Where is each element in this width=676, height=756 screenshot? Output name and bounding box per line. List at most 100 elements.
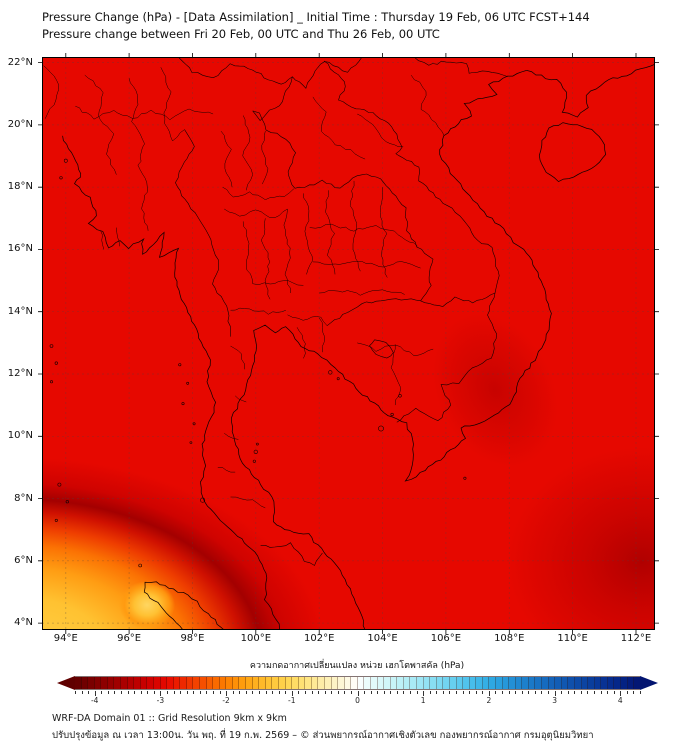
colorbar-cell	[528, 677, 536, 689]
colorbar-tick-label: -4	[90, 696, 99, 705]
colorbar-minor-tick	[153, 691, 155, 694]
colorbar-cell	[449, 677, 457, 689]
colorbar-minor-tick	[469, 691, 471, 694]
colorbar-major-tick	[94, 691, 96, 696]
colorbar-minor-tick	[318, 691, 320, 694]
colorbar-ticks: -4 -3 -2 -1 0 1 2 3 4	[75, 691, 641, 705]
footer-domain-info: WRF-DA Domain 01 :: Grid Resolution 9km …	[52, 713, 287, 724]
colorbar-gradient-body	[75, 676, 640, 690]
colorbar-cell	[107, 677, 115, 689]
colorbar-minor-tick	[567, 691, 569, 694]
colorbar-major-tick	[357, 691, 359, 696]
map-canvas	[38, 53, 659, 634]
colorbar-tick-label: 2	[486, 696, 492, 705]
colorbar-minor-tick	[548, 691, 550, 694]
colorbar-cell	[311, 677, 319, 689]
colorbar-cell	[298, 677, 306, 689]
colorbar-minor-tick	[442, 691, 444, 694]
colorbar-cell	[581, 677, 589, 689]
colorbar-cell	[574, 677, 582, 689]
colorbar-tick-label: -3	[156, 696, 165, 705]
colorbar-cell	[101, 677, 108, 689]
colorbar-minor-tick	[324, 691, 326, 694]
colorbar-minor-tick	[508, 691, 510, 694]
colorbar-minor-tick	[587, 691, 589, 694]
colorbar-cell	[219, 677, 227, 689]
colorbar-major-tick	[291, 691, 293, 696]
footer-agency-info: ปรับปรุงข้อมูล ณ เวลา 13:00น. วัน พฤ. ที…	[52, 730, 594, 741]
lon-tick-label: 102°E	[303, 633, 335, 644]
colorbar-minor-tick	[364, 691, 366, 694]
colorbar-cell	[627, 677, 635, 689]
colorbar-minor-tick	[449, 691, 451, 694]
lat-tick-label: 22°N	[7, 56, 33, 68]
colorbar-minor-tick	[166, 691, 168, 694]
colorbar-cell	[285, 677, 293, 689]
colorbar-cell	[272, 677, 279, 689]
colorbar-minor-tick	[245, 691, 247, 694]
colorbar-minor-tick	[101, 691, 103, 694]
colorbar-major-tick	[226, 691, 228, 696]
colorbar-cell	[430, 677, 437, 689]
colorbar-cell	[515, 677, 523, 689]
title-block: Pressure Change (hPa) - [Data Assimilati…	[42, 9, 590, 43]
colorbar-cell	[81, 677, 89, 689]
colorbar-major-tick	[620, 691, 622, 696]
colorbar-minor-tick	[580, 691, 582, 694]
colorbar-minor-tick	[88, 691, 90, 694]
colorbar-tick-label: -2	[222, 696, 230, 705]
colorbar-cell	[482, 677, 490, 689]
lon-tick-label: 112°E	[620, 633, 652, 644]
colorbar-cell	[147, 677, 154, 689]
colorbar-cell	[456, 677, 464, 689]
colorbar-cell	[331, 677, 339, 689]
colorbar-minor-tick	[114, 691, 116, 694]
lat-tick-label: 14°N	[7, 305, 33, 317]
colorbar-cell	[292, 677, 299, 689]
colorbar	[57, 676, 658, 690]
colorbar-minor-tick	[613, 691, 615, 694]
colorbar-minor-tick	[134, 691, 136, 694]
lat-tick-label: 20°N	[7, 118, 33, 130]
lon-tick-label: 98°E	[180, 633, 205, 644]
colorbar-cell	[476, 677, 483, 689]
colorbar-minor-tick	[626, 691, 628, 694]
colorbar-minor-tick	[331, 691, 333, 694]
colorbar-minor-tick	[410, 691, 412, 694]
colorbar-cell	[397, 677, 404, 689]
colorbar-cell	[634, 677, 640, 689]
colorbar-minor-tick	[600, 691, 602, 694]
colorbar-minor-tick	[120, 691, 122, 694]
colorbar-minor-tick	[258, 691, 260, 694]
colorbar-minor-tick	[640, 691, 641, 694]
colorbar-minor-tick	[304, 691, 306, 694]
colorbar-minor-tick	[173, 691, 175, 694]
lat-tick-label: 4°N	[14, 617, 33, 629]
colorbar-cell	[239, 677, 247, 689]
lon-tick-label: 104°E	[367, 633, 398, 644]
lon-tick-label: 94°E	[53, 633, 78, 644]
colorbar-cell	[193, 677, 200, 689]
lon-tick-label: 108°E	[494, 633, 525, 644]
lat-tick-label: 10°N	[7, 430, 33, 442]
colorbar-minor-tick	[350, 691, 352, 694]
colorbar-cell	[364, 677, 372, 689]
colorbar-cell	[463, 677, 470, 689]
colorbar-minor-tick	[607, 691, 609, 694]
colorbar-cell	[417, 677, 424, 689]
lon-tick-label: 100°E	[240, 633, 272, 644]
colorbar-minor-tick	[186, 691, 188, 694]
colorbar-minor-tick	[462, 691, 464, 694]
colorbar-cell	[344, 677, 352, 689]
colorbar-minor-tick	[482, 691, 484, 694]
colorbar-cell	[246, 677, 253, 689]
colorbar-cell	[318, 677, 325, 689]
colorbar-minor-tick	[140, 691, 142, 694]
colorbar-cell	[88, 677, 95, 689]
colorbar-cell	[278, 677, 286, 689]
colorbar-minor-tick	[107, 691, 109, 694]
latitude-axis: 22°N 20°N 18°N 16°N 14°N 12°N 10°N 8°N 6°N 4°N	[0, 57, 38, 630]
colorbar-minor-tick	[429, 691, 431, 694]
pressure-change-map	[38, 53, 659, 634]
